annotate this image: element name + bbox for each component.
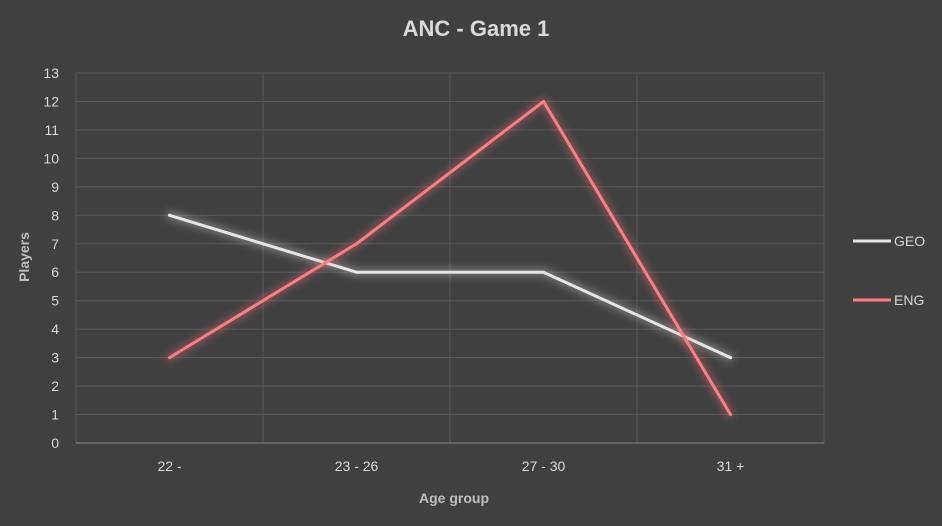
series-geo [165, 211, 735, 362]
data-point [355, 270, 358, 274]
y-tick-label: 10 [43, 150, 59, 166]
data-point [355, 242, 358, 246]
data-point [168, 213, 171, 217]
y-tick-label: 4 [51, 321, 59, 337]
series-eng [165, 97, 735, 419]
legend-label: ENG [894, 292, 924, 308]
y-tick-label: 13 [43, 65, 59, 81]
legend-item: GEO [853, 233, 925, 249]
x-axis-title: Age group [419, 490, 489, 506]
data-point [729, 356, 732, 360]
y-tick-label: 5 [51, 293, 59, 309]
data-point [542, 270, 545, 274]
data-point [729, 413, 732, 417]
legend-label: GEO [894, 233, 925, 249]
y-tick-label: 8 [51, 207, 59, 223]
x-tick-label: 23 - 26 [335, 458, 379, 474]
x-axis-ticks: 22 - 23 - 26 27 - 30 31 + [157, 458, 744, 474]
y-tick-label: 1 [51, 407, 59, 423]
y-tick-label: 9 [51, 179, 59, 195]
series-line [168, 213, 732, 360]
x-tick-label: 27 - 30 [522, 458, 566, 474]
series-line [168, 99, 732, 417]
y-tick-label: 2 [51, 378, 59, 394]
data-point [542, 99, 545, 103]
y-tick-label: 11 [44, 122, 59, 138]
legend: GEO ENG [853, 233, 925, 308]
y-axis-title: Players [16, 232, 32, 282]
x-tick-label: 31 + [717, 458, 745, 474]
y-tick-label: 6 [51, 264, 59, 280]
chart-title: ANC - Game 1 [403, 16, 550, 41]
y-tick-label: 7 [51, 236, 59, 252]
series-lines [165, 97, 735, 419]
legend-item: ENG [853, 292, 924, 308]
y-tick-label: 12 [43, 93, 59, 109]
y-tick-label: 3 [51, 350, 59, 366]
data-point [168, 356, 171, 360]
y-tick-label: 0 [51, 435, 59, 451]
x-tick-label: 22 - [157, 458, 181, 474]
